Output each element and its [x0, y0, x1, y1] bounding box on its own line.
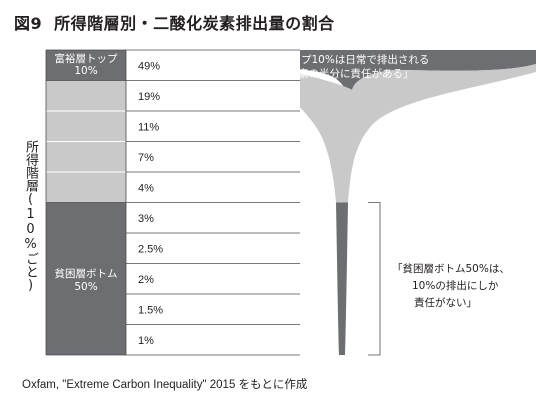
- row-value-label: 2%: [138, 274, 154, 286]
- row-value-label: 7%: [138, 152, 154, 164]
- y-axis-label: 所得階層(10%ごと): [23, 140, 38, 293]
- group-label-bottom: 50%: [74, 281, 97, 293]
- annotation-bottom-line: 10%の排出にしか: [412, 279, 499, 292]
- annotation-top-line: 二酸化炭素の半分に責任がある」: [256, 67, 414, 80]
- row-value-label: 1.5%: [138, 304, 163, 316]
- figure-title-text: 所得階層別・二酸化炭素排出量の割合: [54, 14, 335, 33]
- group-cell-top: [46, 50, 126, 81]
- funnel-middle-band: [268, 64, 536, 203]
- row-value-label: 4%: [138, 182, 154, 194]
- row-value-label: 1%: [138, 335, 154, 347]
- row-value-label: 49%: [138, 60, 160, 72]
- group-label-bottom: 貧困層ボトム: [55, 267, 118, 280]
- group-cell-bottom: [46, 202, 126, 355]
- bottom-group-bracket: [368, 202, 381, 356]
- row-value-label: 3%: [138, 213, 154, 225]
- figure-number: 図9: [14, 14, 43, 33]
- annotation-top-line: 「富裕層トップ10%は日常で排出される: [238, 53, 429, 66]
- row-value-label: 2.5%: [138, 243, 163, 255]
- group-label-top: 10%: [74, 65, 97, 77]
- annotation-bottom-line: 責任がない」: [414, 296, 477, 309]
- figure-title: 図9 所得階層別・二酸化炭素排出量の割合: [14, 10, 335, 34]
- annotation-bottom-line: 「貧困層ボトム50%は、: [392, 262, 510, 275]
- funnel-bottom-stem: [336, 202, 348, 355]
- group-label-top: 富裕層トップ: [55, 52, 118, 65]
- source-note: Oxfam, "Extreme Carbon Inequality" 2015 …: [22, 379, 308, 391]
- row-value-label: 19%: [138, 91, 160, 103]
- row-value-label: 11%: [138, 121, 159, 133]
